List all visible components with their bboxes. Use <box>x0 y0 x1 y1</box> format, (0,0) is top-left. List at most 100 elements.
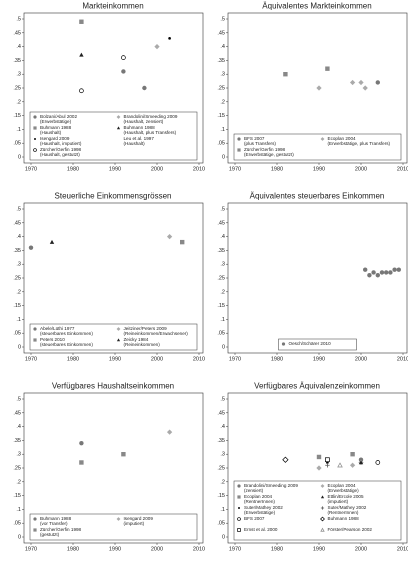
legend-label: (RentnerInnen) <box>244 499 275 504</box>
legend-label: (Erwerbstätige) <box>40 119 72 124</box>
x-tick-label: 1980 <box>271 546 283 552</box>
marker <box>367 273 372 278</box>
y-tick-label: 0 <box>18 154 21 160</box>
legend-label: (plus Transfers) <box>244 141 276 146</box>
y-tick-label: .35 <box>13 438 21 444</box>
y-tick-label: .2 <box>16 99 21 105</box>
y-tick-label: .15 <box>13 303 21 309</box>
marker <box>349 462 356 468</box>
y-tick-label: 0 <box>222 154 225 160</box>
marker <box>168 37 171 40</box>
legend-marker <box>320 516 325 522</box>
legend-label: (Reineinkommen) <box>124 342 161 347</box>
marker <box>362 85 368 91</box>
title-strip <box>1 191 203 201</box>
legend-label: Abele/Lüthi 1977 <box>40 326 75 331</box>
legend-label: Ecoplan 2004 <box>328 483 357 488</box>
x-tick-label: 2000 <box>151 166 163 172</box>
y-tick-label: .05 <box>217 331 225 337</box>
legend-marker <box>116 327 121 331</box>
y-tick-label: .15 <box>217 113 225 119</box>
legend-label: Isengard 2009 <box>40 136 70 141</box>
legend-box <box>29 111 198 161</box>
y-tick-label: .15 <box>13 113 21 119</box>
y-tick-label: .4 <box>16 44 21 50</box>
x-tick-label: 1990 <box>313 356 325 362</box>
y-tick-label: .5 <box>16 16 21 22</box>
y-tick-label: .1 <box>220 127 225 133</box>
x-tick-label: 2000 <box>355 356 367 362</box>
y-tick-label: .05 <box>217 141 225 147</box>
panel-title: Äquivalentes Markteinkommen <box>262 2 371 11</box>
y-tick-label: .2 <box>220 289 225 295</box>
marker <box>337 462 343 468</box>
legend-label: Ecoplan 2004 <box>328 136 357 141</box>
legend-marker <box>320 506 325 510</box>
legend-label: Buhmann 1988 <box>124 125 156 130</box>
x-tick-label: 1970 <box>25 166 37 172</box>
legend-label: (imputiert) <box>328 499 349 504</box>
marker <box>282 456 289 463</box>
marker <box>142 85 147 91</box>
y-tick-label: .15 <box>13 493 21 499</box>
y-tick-label: .4 <box>16 234 21 240</box>
y-tick-label: .25 <box>13 465 21 471</box>
y-tick-label: .2 <box>220 99 225 105</box>
marker <box>350 452 355 457</box>
x-tick-label: 1970 <box>229 356 241 362</box>
y-tick-label: .4 <box>16 424 21 430</box>
title-strip <box>205 191 407 201</box>
marker <box>349 79 356 86</box>
plot-frame <box>227 202 408 354</box>
y-tick-label: .1 <box>220 507 225 513</box>
legend-label: (imputiert) <box>124 521 145 526</box>
y-tick-label: .25 <box>217 465 225 471</box>
x-tick-label: 1990 <box>109 546 121 552</box>
legend-label: BFS 2007 <box>244 516 265 521</box>
marker <box>375 80 380 85</box>
legend-marker <box>33 126 37 130</box>
y-tick-label: .45 <box>13 410 21 416</box>
x-tick-label: 1990 <box>109 166 121 172</box>
marker <box>166 233 173 240</box>
x-tick-label: 1980 <box>67 356 79 362</box>
marker <box>358 79 364 86</box>
legend-label: (Haushalt) <box>124 141 146 146</box>
y-tick-label: .35 <box>217 438 225 444</box>
legend-label: (vor Transfer) <box>40 521 68 526</box>
y-tick-label: .5 <box>220 396 225 402</box>
legend-label: (Erwerbstätige, gestutzt) <box>244 152 294 157</box>
legend-label: (zensiert) <box>244 488 264 493</box>
y-tick-label: 0 <box>222 534 225 540</box>
legend-box <box>29 513 198 541</box>
legend-box <box>233 133 402 161</box>
legend-marker <box>116 126 121 130</box>
y-tick-label: .2 <box>220 479 225 485</box>
y-tick-label: .45 <box>217 220 225 226</box>
legend-label: (steuerbares Einkommen) <box>40 331 93 336</box>
y-tick-label: .5 <box>16 206 21 212</box>
y-tick-label: .35 <box>13 248 21 254</box>
y-tick-label: .3 <box>16 452 21 458</box>
marker <box>121 452 126 457</box>
x-tick-label: 1970 <box>229 166 241 172</box>
y-tick-label: .5 <box>220 16 225 22</box>
legend-marker <box>33 148 37 152</box>
legend-label: Ernst et al. 2000 <box>244 527 278 532</box>
legend-label: Brandolini/Smeeding 2009 <box>124 114 178 119</box>
legend-label: Isengard 2009 <box>124 516 154 521</box>
legend-label: (Haushalt, plus Transfers) <box>124 130 177 135</box>
legend-marker <box>237 495 241 499</box>
y-tick-label: .15 <box>217 493 225 499</box>
x-tick-label: 2010 <box>193 166 205 172</box>
legend-marker <box>116 115 121 119</box>
legend-label: (Haushalt, gestutzt) <box>40 152 80 157</box>
legend-marker <box>237 137 241 141</box>
legend-label: Ettlin/Ercole 2005 <box>328 494 364 499</box>
title-strip <box>205 381 407 391</box>
y-tick-label: .4 <box>220 44 225 50</box>
y-tick-label: .45 <box>13 220 21 226</box>
y-tick-label: 0 <box>18 534 21 540</box>
y-tick-label: .4 <box>220 424 225 430</box>
legend-marker <box>320 484 325 488</box>
